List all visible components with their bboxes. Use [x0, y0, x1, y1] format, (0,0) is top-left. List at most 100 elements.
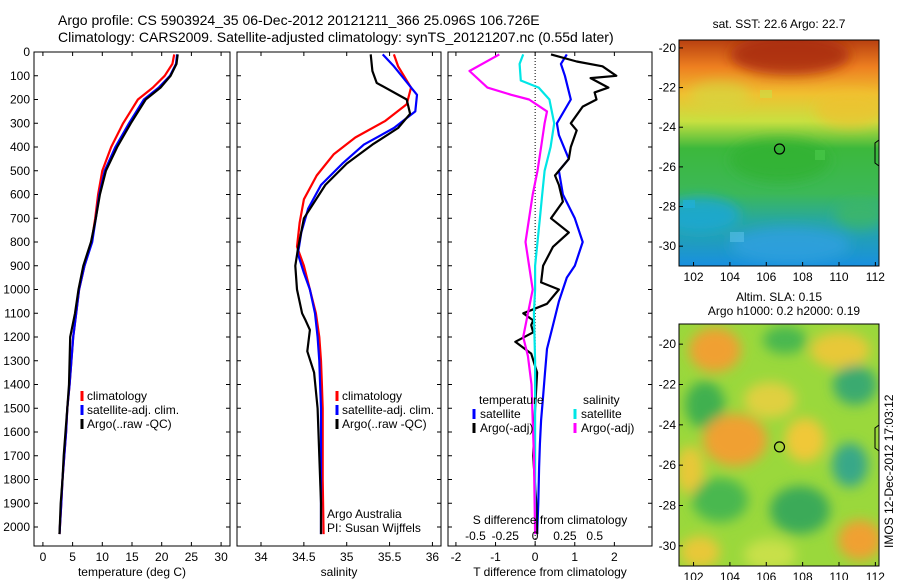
figure-title-line1: Argo profile: CS 5903924_35 06-Dec-2012 …: [58, 12, 540, 28]
temperature-panel: 0 5 10 15 20 25 300100200300400500600700800900…: [3, 45, 231, 579]
map-y-tick-label: -26: [659, 458, 677, 472]
legend-entry: Argo(-adj): [480, 421, 533, 435]
sla-map-title: Altim. SLA: 0.15: [736, 290, 822, 304]
legend-entry: satellite-adj. clim.: [342, 403, 434, 417]
salinity-panel: 34 34.5 35 35.5 36 salinity climatologysatelli…: [236, 51, 442, 579]
credit-line1: Argo Australia: [327, 507, 402, 521]
x-tick-label: 25: [185, 550, 199, 564]
x-tick-label: 2: [611, 550, 618, 564]
x-tick-label: 0: [40, 550, 47, 564]
map-x-tick-label: 104: [720, 270, 740, 284]
y-tick-label: 700: [10, 211, 30, 225]
x-tick-label: 0: [532, 550, 539, 564]
secondary-tick-label: 0.25: [553, 529, 577, 543]
series-line: [514, 53, 618, 535]
map-y-tick-label: -28: [659, 499, 677, 513]
map-x-tick-label: 102: [684, 570, 704, 580]
legend-title: salinity: [583, 393, 620, 407]
x-tick-label: -1: [490, 550, 501, 564]
map-y-tick-label: -30: [659, 239, 677, 253]
x-tick-label: 15: [125, 550, 139, 564]
map-x-tick-label: 102: [684, 270, 704, 284]
y-tick-label: 0: [23, 45, 30, 59]
credit-line2: PI: Susan Wijffels: [327, 521, 421, 535]
map-y-tick-label: -24: [659, 120, 677, 134]
legend-entry: satellite: [581, 407, 622, 421]
series-line: [58, 54, 179, 535]
x-tick-label: 10: [96, 550, 110, 564]
y-tick-label: 1800: [3, 473, 30, 487]
legend-entry: satellite: [480, 407, 521, 421]
y-tick-label: 100: [10, 69, 30, 83]
x-tick-label: -2: [451, 550, 462, 564]
secondary-axis-label: S difference from climatology: [473, 513, 628, 527]
figure-title-line2: Climatology: CARS2009. Satellite-adjuste…: [58, 29, 614, 45]
argo-location-marker: [773, 143, 786, 155]
x-tick-label: 5: [69, 550, 76, 564]
sst-map-title: sat. SST: 22.6 Argo: 22.7: [713, 17, 846, 31]
y-tick-label: 800: [10, 235, 30, 249]
map-x-tick-label: 108: [793, 270, 813, 284]
map-y-tick-label: -20: [659, 41, 677, 55]
legend-entry: satellite-adj. clim.: [87, 403, 179, 417]
sla-map: Altim. SLA: 0.15 Argo h1000: 0.2 h2000: …: [659, 290, 886, 580]
y-tick-label: 500: [10, 164, 30, 178]
y-tick-label: 1400: [3, 378, 30, 392]
secondary-tick-label: -0.25: [492, 529, 520, 543]
differences-panel: -2 -1 0 1 2T difference from climatology S di…: [447, 51, 653, 579]
map-y-tick-label: -22: [659, 378, 677, 392]
map-y-tick-label: -30: [659, 539, 677, 553]
legend-entry: climatology: [87, 389, 147, 403]
legend-title: temperature: [479, 393, 544, 407]
map-y-tick-label: -28: [659, 200, 677, 214]
series-line: [294, 54, 412, 535]
x-tick-label: 35.5: [378, 550, 402, 564]
map-y-tick-label: -20: [659, 337, 677, 351]
y-tick-label: 2000: [3, 520, 30, 534]
map-x-tick-label: 106: [756, 270, 776, 284]
map-x-tick-label: 110: [829, 570, 848, 580]
map-y-tick-label: -26: [659, 160, 677, 174]
y-tick-label: 900: [10, 259, 30, 273]
series-line: [295, 54, 413, 535]
x-tick-label: 30: [214, 550, 228, 564]
y-tick-label: 600: [10, 188, 30, 202]
map-x-tick-label: 104: [720, 570, 740, 580]
legend-entry: Argo(-adj): [581, 421, 634, 435]
map-x-tick-label: 112: [866, 570, 885, 580]
x-tick-label: 34.5: [292, 550, 316, 564]
argo-location-marker: [773, 441, 786, 453]
y-tick-label: 200: [10, 93, 30, 107]
map-x-tick-label: 108: [793, 570, 813, 580]
map-y-tick-label: -24: [659, 418, 677, 432]
series-line: [518, 54, 556, 535]
y-tick-label: 1500: [3, 401, 30, 415]
legend-entry: Argo(..raw -QC): [342, 417, 427, 431]
y-tick-label: 1200: [3, 330, 30, 344]
y-tick-label: 1300: [3, 354, 30, 368]
map-y-tick-label: -22: [659, 81, 677, 95]
x-tick-label: 20: [155, 550, 169, 564]
profile-panels: 0 5 10 15 20 25 300100200300400500600700800900…: [3, 45, 653, 579]
x-axis-label: T difference from climatology: [473, 565, 627, 579]
sst-map: sat. SST: 22.6 Argo: 22.7 102 104 106 108 11…: [659, 17, 886, 284]
x-tick-label: 35: [340, 550, 354, 564]
y-tick-label: 400: [10, 140, 30, 154]
map-x-tick-label: 106: [756, 570, 776, 580]
x-tick-label: 34: [254, 550, 268, 564]
legend-entry: Argo(..raw -QC): [87, 417, 172, 431]
series-line: [468, 53, 549, 535]
map-x-tick-label: 110: [829, 270, 848, 284]
imos-side-stamp: IMOS 12-Dec-2012 17:03:12: [882, 394, 896, 548]
y-tick-label: 1700: [3, 449, 30, 463]
x-tick-label: 1: [571, 550, 578, 564]
secondary-tick-label: 0: [532, 529, 539, 543]
y-tick-label: 1900: [3, 496, 30, 510]
y-tick-label: 1000: [3, 283, 30, 297]
x-axis-label: salinity: [321, 565, 358, 579]
series-line: [536, 53, 584, 535]
sla-map-subtitle: Argo h1000: 0.2 h2000: 0.19: [708, 304, 860, 318]
secondary-tick-label: 0.5: [586, 529, 603, 543]
y-tick-label: 300: [10, 116, 30, 130]
